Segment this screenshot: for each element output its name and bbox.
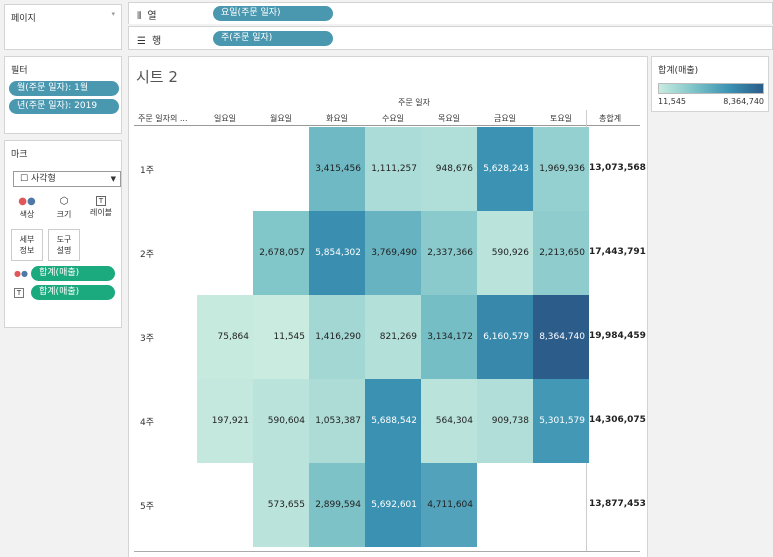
pages-title: 페이지 [11, 14, 36, 24]
detail-button-label: 세부 정보 [19, 235, 35, 255]
heatmap-cell[interactable]: 590,604 [253, 379, 309, 463]
row-grand-total: 14,306,075 [589, 415, 646, 425]
detail-button[interactable]: 세부 정보 [11, 229, 43, 261]
legend-title: 합계(매출) [658, 66, 699, 76]
label-icon: T [96, 196, 106, 206]
pages-panel[interactable]: 페이지 ▾ [4, 4, 122, 50]
heatmap-cell[interactable]: 1,969,936 [533, 127, 589, 211]
column-header-day: 금요일 [493, 114, 517, 123]
heatmap-cell[interactable]: 5,854,302 [309, 211, 365, 295]
marks-panel: 마크 ☐ 사각형 ▼ ●● 색상 ⬡ 크기 T 레이블 세부 정보 도구 설명 … [4, 140, 122, 328]
heatmap-cell[interactable]: 3,415,456 [309, 127, 365, 211]
color-dots-icon: ●● [18, 196, 36, 207]
row-header-week: 3주 [140, 334, 155, 344]
heatmap-cell[interactable]: 821,269 [365, 295, 421, 379]
row-header-week: 5주 [140, 502, 155, 512]
filters-title: 필터 [11, 66, 28, 76]
rows-pill[interactable]: 주(주문 일자) [213, 31, 333, 46]
legend-max-label: 8,364,740 [723, 97, 764, 106]
bottom-divider [134, 551, 640, 552]
heatmap-cell[interactable]: 1,111,257 [365, 127, 421, 211]
heatmap-cell[interactable]: 2,678,057 [253, 211, 309, 295]
color-button-label: 색상 [19, 210, 35, 219]
heatmap-cell[interactable]: 8,364,740 [533, 295, 589, 379]
label-button-label: 레이블 [89, 208, 113, 217]
label-button[interactable]: T 레이블 [85, 193, 117, 225]
heatmap-cell[interactable]: 5,628,243 [477, 127, 533, 211]
size-button-label: 크기 [56, 210, 72, 219]
chevron-down-icon[interactable]: ▾ [111, 10, 115, 18]
size-button[interactable]: ⬡ 크기 [48, 193, 80, 225]
filters-panel: 필터 월(주문 일자): 1월 년(주문 일자): 2019 [4, 56, 122, 134]
column-header-day: 화요일 [325, 114, 349, 123]
heatmap-cell[interactable]: 5,688,542 [365, 379, 421, 463]
columns-shelf: ⦀ 열 요일(주문 일자) [128, 2, 773, 24]
row-grand-total: 13,877,453 [589, 499, 646, 509]
filter-pill-month[interactable]: 월(주문 일자): 1월 [9, 81, 119, 96]
text-icon: T [14, 288, 24, 298]
column-header-day: 월요일 [269, 114, 293, 123]
tooltip-button[interactable]: 도구 설명 [48, 229, 80, 261]
heatmap-cell[interactable]: 564,304 [421, 379, 477, 463]
heatmap-cell[interactable]: 1,053,387 [309, 379, 365, 463]
marks-title: 마크 [11, 150, 28, 160]
column-header-day: 일요일 [213, 114, 237, 123]
heatmap-cell[interactable]: 2,337,366 [421, 211, 477, 295]
row-grand-total: 13,073,568 [589, 163, 646, 173]
heatmap-cell[interactable]: 197,921 [197, 379, 253, 463]
row-header-week: 4주 [140, 418, 155, 428]
heatmap-cell[interactable]: 2,213,650 [533, 211, 589, 295]
heatmap-cell[interactable]: 590,926 [477, 211, 533, 295]
column-header-day: 수요일 [381, 114, 405, 123]
color-dots-icon: ●● [14, 269, 28, 278]
rows-shelf: ☰ 행 주(주문 일자) [128, 26, 773, 50]
heatmap-cell[interactable]: 3,134,172 [421, 295, 477, 379]
square-icon: ☐ [20, 174, 31, 184]
heatmap-cell[interactable]: 3,769,490 [365, 211, 421, 295]
row-grand-total: 17,443,791 [589, 247, 646, 257]
heatmap-cell[interactable]: 6,160,579 [477, 295, 533, 379]
column-header-day: 목요일 [437, 114, 461, 123]
legend-gradient-bar [658, 83, 764, 94]
rows-shelf-label: ☰ 행 [137, 36, 162, 47]
rows-icon: ☰ [137, 36, 146, 47]
tooltip-button-label: 도구 설명 [56, 235, 72, 255]
chevron-down-icon: ▼ [110, 175, 116, 183]
mark-type-label: 사각형 [30, 174, 56, 184]
header-divider [134, 125, 640, 126]
heatmap-cell[interactable]: 5,692,601 [365, 463, 421, 547]
heatmap-cell[interactable]: 909,738 [477, 379, 533, 463]
row-grand-total: 19,984,459 [589, 331, 646, 341]
heatmap-cell[interactable]: 11,545 [253, 295, 309, 379]
size-icon: ⬡ [59, 196, 69, 207]
mark-type-select[interactable]: ☐ 사각형 ▼ [13, 171, 121, 187]
heatmap-cell[interactable]: 5,301,579 [533, 379, 589, 463]
column-header-day: 토요일 [549, 114, 573, 123]
row-header-week: 2주 [140, 250, 155, 260]
total-column-header: 총합계 [599, 114, 622, 123]
filter-pill-year[interactable]: 년(주문 일자): 2019 [9, 99, 119, 114]
heatmap-cell[interactable]: 573,655 [253, 463, 309, 547]
heatmap-cell[interactable]: 4,711,604 [421, 463, 477, 547]
heatmap-cell[interactable]: 948,676 [421, 127, 477, 211]
columns-shelf-label: ⦀ 열 [137, 11, 157, 22]
row-header-week: 1주 [140, 166, 155, 176]
heatmap-cell[interactable]: 2,899,594 [309, 463, 365, 547]
heatmap-cell[interactable]: 75,864 [197, 295, 253, 379]
columns-icon: ⦀ [137, 11, 142, 22]
marks-field-color[interactable]: 합계(매출) [31, 266, 115, 281]
row-header-title: 주문 일자의 ... [138, 114, 188, 123]
sheet-title: 시트 2 [136, 68, 178, 86]
legend-min-label: 11,545 [658, 97, 686, 106]
marks-field-label[interactable]: 합계(매출) [31, 285, 115, 300]
heatmap-cell[interactable]: 1,416,290 [309, 295, 365, 379]
color-legend-panel: 합계(매출) 11,545 8,364,740 [651, 56, 769, 112]
color-button[interactable]: ●● 색상 [11, 193, 43, 225]
columns-pill[interactable]: 요일(주문 일자) [213, 6, 333, 21]
column-header-title: 주문 일자 [398, 98, 430, 107]
